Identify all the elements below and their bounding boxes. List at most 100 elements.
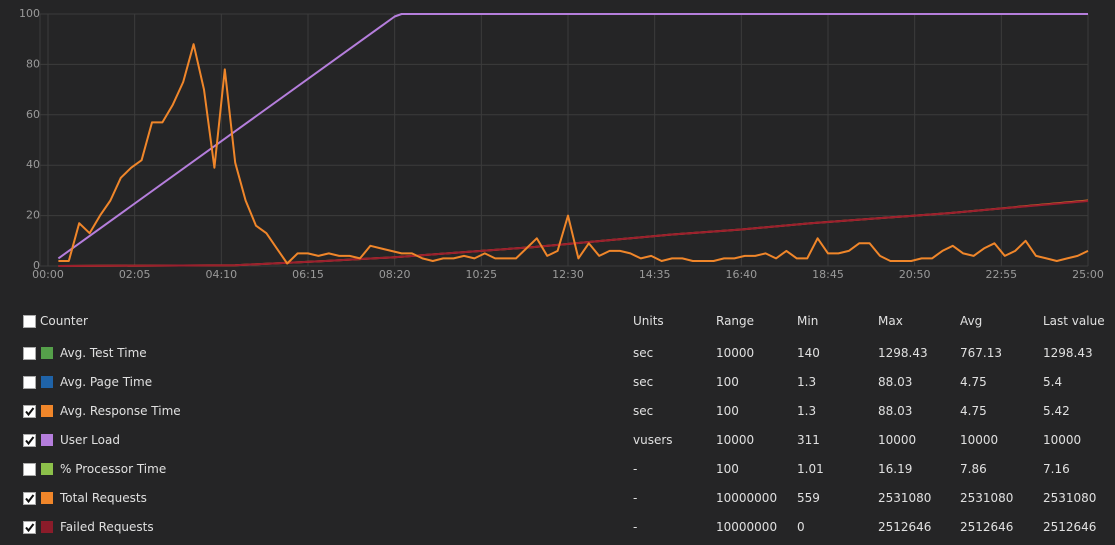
y-tick-label: 60 <box>26 108 40 121</box>
check-mark <box>25 523 35 533</box>
table-cell: Avg. Test Time <box>60 346 147 360</box>
color-swatch <box>41 405 53 417</box>
column-header: Last value <box>1043 314 1105 328</box>
table-cell: 10000000 <box>716 491 778 505</box>
table-cell: 10000 <box>1043 433 1082 447</box>
x-tick-label: 18:45 <box>812 268 844 281</box>
checkbox[interactable] <box>23 405 36 418</box>
column-header: Units <box>633 314 664 328</box>
table-cell: 2531080 <box>960 491 1014 505</box>
table-cell: 16.19 <box>878 462 913 476</box>
table-cell: sec <box>633 346 654 360</box>
color-swatch <box>41 434 53 446</box>
x-tick-label: 16:40 <box>725 268 757 281</box>
table-cell: 10000 <box>960 433 999 447</box>
table-cell: Failed Requests <box>60 520 154 534</box>
table-cell: sec <box>633 375 654 389</box>
table-cell: 100 <box>716 404 739 418</box>
table-cell: 5.4 <box>1043 375 1063 389</box>
table-cell: 140 <box>797 346 820 360</box>
table-cell: vusers <box>633 433 673 447</box>
table-cell: 0 <box>797 520 805 534</box>
table-cell: 311 <box>797 433 820 447</box>
check-mark <box>25 494 35 504</box>
color-swatch <box>41 492 53 504</box>
checkbox[interactable] <box>23 521 36 534</box>
x-tick-label: 04:10 <box>205 268 237 281</box>
table-cell: 10000 <box>716 346 755 360</box>
table-cell: 7.16 <box>1043 462 1070 476</box>
x-tick-label: 20:50 <box>899 268 931 281</box>
table-cell: 88.03 <box>878 375 913 389</box>
table-cell: 10000 <box>878 433 917 447</box>
check-mark <box>25 407 35 417</box>
column-header: Min <box>797 314 819 328</box>
table-cell: Avg. Response Time <box>60 404 181 418</box>
x-tick-label: 06:15 <box>292 268 324 281</box>
check-path <box>25 407 35 417</box>
series-line <box>58 200 1089 267</box>
table-cell: 2512646 <box>1043 520 1097 534</box>
check-path <box>25 523 35 533</box>
x-tick-label: 08:20 <box>379 268 411 281</box>
chart: 0 20 40 60 80 100 00:00 02:05 04:10 06:15 08:20 10:… <box>19 7 1104 281</box>
x-tick-label: 12:30 <box>552 268 584 281</box>
color-swatch <box>41 347 53 359</box>
table-cell: 1.01 <box>797 462 824 476</box>
table-cell: 10000 <box>716 433 755 447</box>
table-cell: 88.03 <box>878 404 913 418</box>
table-cell: 2512646 <box>960 520 1014 534</box>
table-cell: 4.75 <box>960 375 987 389</box>
series-line <box>58 43 1089 265</box>
table-cell: 2512646 <box>878 520 932 534</box>
table-cell: sec <box>633 404 654 418</box>
table-cell: 2531080 <box>1043 491 1097 505</box>
table-cell: 2531080 <box>878 491 932 505</box>
table-cell: - <box>633 520 638 534</box>
checkbox[interactable] <box>23 347 36 360</box>
y-tick-label: 100 <box>19 7 40 20</box>
table-cell: - <box>633 462 638 476</box>
table-cell: 10000000 <box>716 520 778 534</box>
column-header: Avg <box>960 314 983 328</box>
table-cell: Avg. Page Time <box>60 375 153 389</box>
checkbox[interactable] <box>23 376 36 389</box>
table-cell: User Load <box>60 433 120 447</box>
x-tick-label: 14:35 <box>639 268 671 281</box>
checkbox[interactable] <box>23 463 36 476</box>
table-cell: 767.13 <box>960 346 1002 360</box>
checkbox[interactable] <box>23 315 36 328</box>
table-cell: 1.3 <box>797 404 817 418</box>
x-tick-label: 10:25 <box>465 268 497 281</box>
table-cell: 1298.43 <box>878 346 928 360</box>
check-path <box>25 494 35 504</box>
table-cell: - <box>633 491 638 505</box>
table-cell: 5.42 <box>1043 404 1070 418</box>
check-path <box>25 436 35 446</box>
y-tick-label: 40 <box>26 158 40 171</box>
column-header: Range <box>716 314 755 328</box>
table-cell: 100 <box>716 375 739 389</box>
x-tick-label: 25:00 <box>1072 268 1104 281</box>
table-cell: Total Requests <box>60 491 147 505</box>
column-header: Max <box>878 314 903 328</box>
table-cell: 1.3 <box>797 375 817 389</box>
table-cell: 559 <box>797 491 820 505</box>
checkbox[interactable] <box>23 492 36 505</box>
column-header: Counter <box>40 314 88 328</box>
table-cell: 4.75 <box>960 404 987 418</box>
x-tick-label: 00:00 <box>32 268 64 281</box>
y-tick-label: 0 <box>33 259 40 272</box>
series-line <box>57 13 1088 260</box>
checkbox[interactable] <box>23 434 36 447</box>
y-tick-label: 80 <box>26 57 40 70</box>
x-tick-label: 02:05 <box>119 268 151 281</box>
table-cell: 100 <box>716 462 739 476</box>
table-cell: 1298.43 <box>1043 346 1093 360</box>
x-tick-label: 22:55 <box>985 268 1017 281</box>
color-swatch <box>41 376 53 388</box>
color-swatch <box>41 521 53 533</box>
color-swatch <box>41 463 53 475</box>
check-mark <box>25 436 35 446</box>
